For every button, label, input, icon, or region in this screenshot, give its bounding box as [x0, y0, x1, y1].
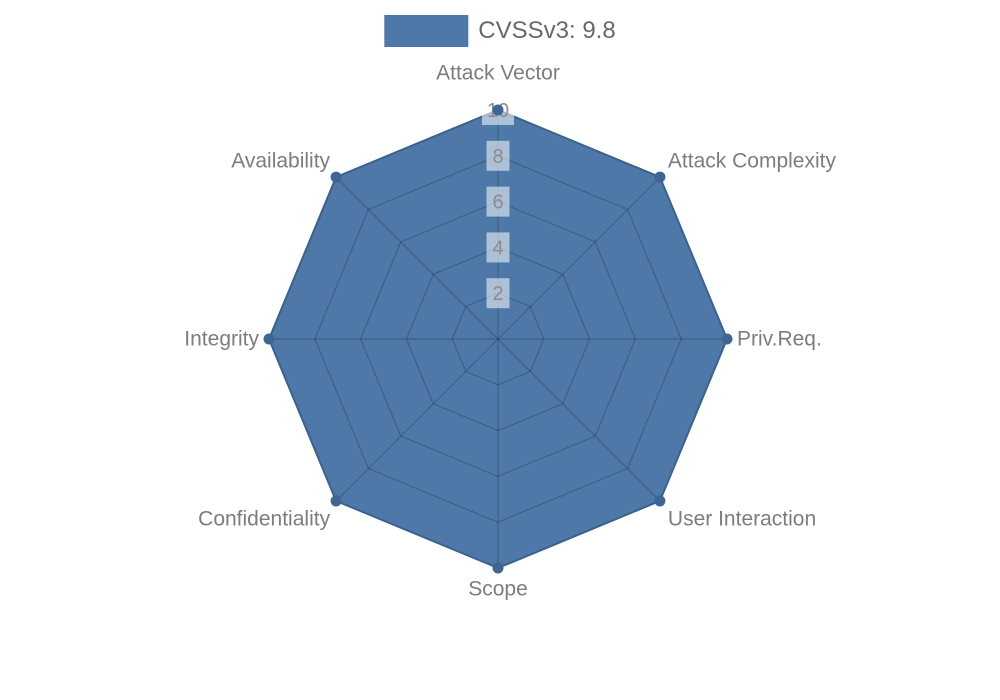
tick-label-bg-4 [486, 232, 510, 263]
tick-label-bg-8 [486, 140, 510, 171]
data-point-confidentiality [330, 495, 342, 507]
tick-label-bg-2 [486, 278, 510, 309]
tick-label-2: 2 [492, 283, 503, 305]
data-point-scope [492, 562, 504, 574]
grid-spoke-availability [335, 176, 499, 340]
grid-ring-2 [451, 292, 545, 386]
data-point-integrity [263, 333, 275, 345]
grid-spoke-confidentiality [335, 338, 499, 502]
tick-label-8: 8 [492, 146, 503, 168]
axis-label-confidentiality: Confidentiality [198, 507, 330, 530]
axis-label-availability: Availability [231, 150, 330, 173]
axis-label-integrity: Integrity [184, 328, 259, 351]
grid-ring-6 [359, 200, 637, 478]
legend-label: CVSSv3: 9.8 [478, 17, 616, 44]
grid-spoke-attack-complexity [497, 176, 661, 340]
grid-ring-4 [405, 246, 591, 432]
grid-ring-8 [314, 155, 682, 523]
tick-label-bg-6 [486, 186, 510, 217]
legend-swatch [384, 15, 469, 47]
data-point-attack-vector [492, 104, 504, 116]
radar-fill-cvssv3-9-8 [269, 110, 727, 568]
axis-label-user-interaction: User Interaction [668, 507, 816, 530]
data-point-availability [330, 171, 342, 183]
data-point-priv-req [721, 333, 733, 345]
tick-label-4: 4 [492, 237, 503, 259]
axis-label-attack-vector: Attack Vector [436, 62, 560, 85]
axis-label-attack-complexity: Attack Complexity [668, 150, 837, 173]
axis-label-priv-req: Priv.Req. [737, 328, 822, 351]
axis-label-scope: Scope [468, 578, 528, 601]
legend: CVSSv3: 9.8 [384, 15, 616, 47]
tick-label-6: 6 [492, 192, 503, 214]
data-point-user-interaction [654, 495, 666, 507]
grid-spoke-user-interaction [497, 338, 661, 502]
data-point-attack-complexity [654, 171, 666, 183]
